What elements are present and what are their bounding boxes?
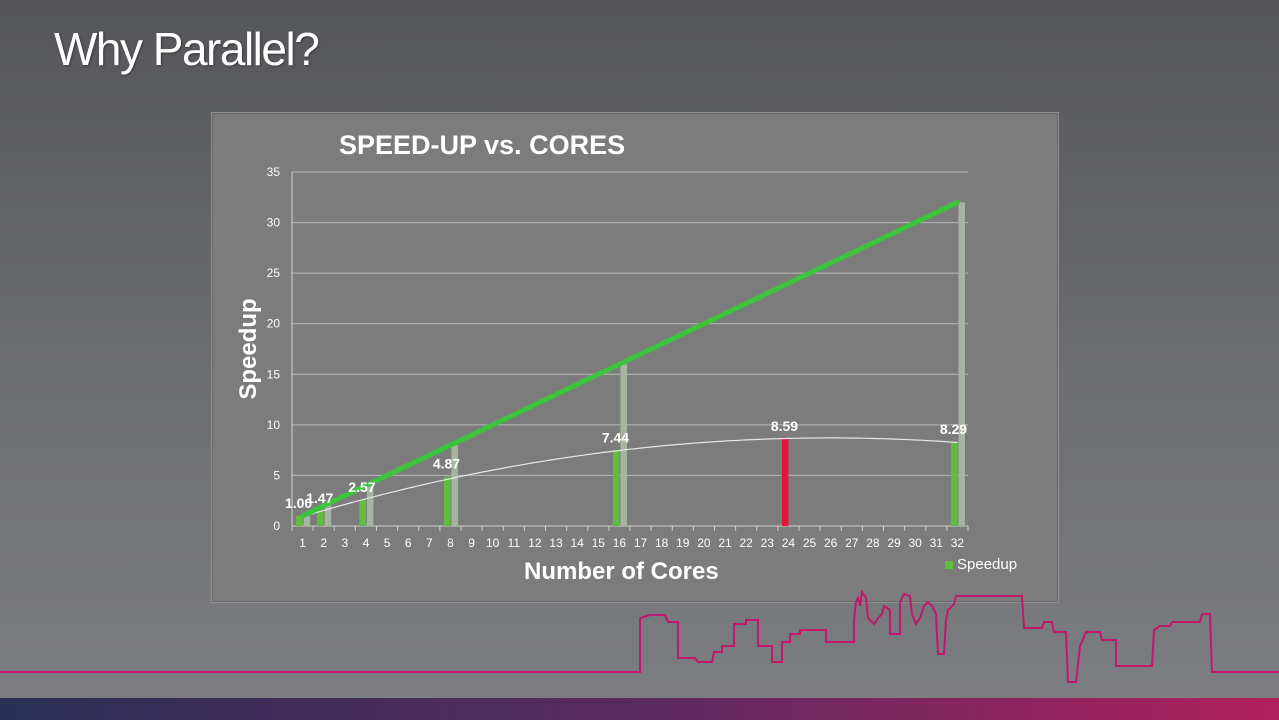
data-label: 1.00 bbox=[285, 495, 312, 511]
ideal-speedup-line bbox=[300, 199, 960, 519]
x-tick-label: 27 bbox=[845, 536, 859, 550]
y-tick-label: 25 bbox=[267, 266, 281, 280]
x-tick-label: 17 bbox=[634, 536, 648, 550]
y-tick-label: 5 bbox=[273, 468, 280, 482]
data-label: 8.29 bbox=[940, 421, 967, 437]
x-tick-label: 16 bbox=[613, 536, 627, 550]
chart-legend: Speedup bbox=[945, 556, 1017, 573]
x-tick-label: 11 bbox=[508, 536, 521, 550]
x-tick-label: 1 bbox=[299, 536, 306, 550]
data-label: 1.47 bbox=[306, 490, 333, 506]
x-tick-label: 32 bbox=[951, 536, 965, 550]
slide-title: Why Parallel? bbox=[54, 23, 320, 75]
x-tick-label: 10 bbox=[486, 536, 500, 550]
ideal-bar bbox=[366, 485, 374, 526]
x-tick-label: 4 bbox=[363, 536, 370, 550]
ideal-bar bbox=[620, 364, 627, 526]
x-tick-label: 26 bbox=[824, 536, 838, 550]
speedup-bar bbox=[950, 442, 958, 526]
x-tick-label: 12 bbox=[528, 536, 542, 550]
city-skyline-decoration bbox=[0, 590, 1279, 683]
x-tick-label: 13 bbox=[549, 536, 563, 550]
x-tick-label: 19 bbox=[676, 536, 690, 550]
speedup-bar-highlight bbox=[781, 439, 789, 526]
data-label: 7.44 bbox=[602, 430, 629, 446]
speedup-bar bbox=[317, 511, 324, 526]
speedup-bar bbox=[443, 476, 451, 526]
x-tick-label: 14 bbox=[571, 536, 585, 550]
y-tick-label: 0 bbox=[273, 519, 280, 533]
ideal-bar bbox=[303, 515, 311, 526]
data-label: 8.59 bbox=[771, 418, 798, 434]
x-tick-label: 15 bbox=[592, 536, 606, 550]
x-tick-label: 30 bbox=[909, 536, 923, 550]
ideal-bar bbox=[451, 445, 458, 526]
x-tick-label: 5 bbox=[384, 536, 391, 550]
y-tick-label: 10 bbox=[267, 418, 281, 432]
chart-title: SPEED-UP vs. CORES bbox=[339, 130, 625, 160]
x-tick-label: 7 bbox=[426, 536, 433, 550]
bottom-accent-bar bbox=[0, 698, 1279, 720]
x-tick-label: 6 bbox=[405, 536, 412, 550]
speedup-bar bbox=[612, 450, 620, 526]
speedup-bar bbox=[359, 500, 366, 526]
x-tick-label: 20 bbox=[697, 536, 711, 550]
y-tick-label: 35 bbox=[267, 165, 281, 179]
x-tick-label: 2 bbox=[320, 536, 327, 550]
x-tick-label: 21 bbox=[718, 536, 732, 550]
x-tick-label: 22 bbox=[740, 536, 754, 550]
ideal-bar bbox=[958, 202, 965, 526]
y-tick-label: 15 bbox=[267, 367, 281, 381]
x-tick-label: 3 bbox=[341, 536, 348, 550]
x-tick-label: 18 bbox=[655, 536, 669, 550]
x-tick-label: 29 bbox=[887, 536, 901, 550]
x-tick-label: 24 bbox=[782, 536, 796, 550]
legend-swatch bbox=[945, 560, 953, 569]
data-label: 4.87 bbox=[433, 456, 460, 472]
x-tick-label: 9 bbox=[468, 536, 475, 550]
x-tick-label: 25 bbox=[803, 536, 817, 550]
y-tick-label: 30 bbox=[267, 216, 281, 230]
speedup-bar bbox=[296, 515, 303, 526]
x-tick-label: 23 bbox=[761, 536, 775, 550]
chart-panel: SPEED-UP vs. CORES 0 5 10 15 20 25 30 35 1 2 3 4 5 6 7 8… bbox=[211, 112, 1059, 603]
data-label: 2.57 bbox=[348, 479, 375, 495]
x-axis-label: Number of Cores bbox=[524, 558, 719, 585]
x-tick-label: 28 bbox=[866, 536, 880, 550]
y-tick-label: 20 bbox=[267, 317, 281, 331]
trend-curve bbox=[302, 437, 958, 518]
x-tick-label: 31 bbox=[930, 536, 944, 550]
x-tick-label: 8 bbox=[447, 536, 454, 550]
ideal-bar bbox=[324, 505, 332, 526]
y-axis-label: Speedup bbox=[235, 298, 262, 399]
legend-label: Speedup bbox=[957, 556, 1018, 573]
